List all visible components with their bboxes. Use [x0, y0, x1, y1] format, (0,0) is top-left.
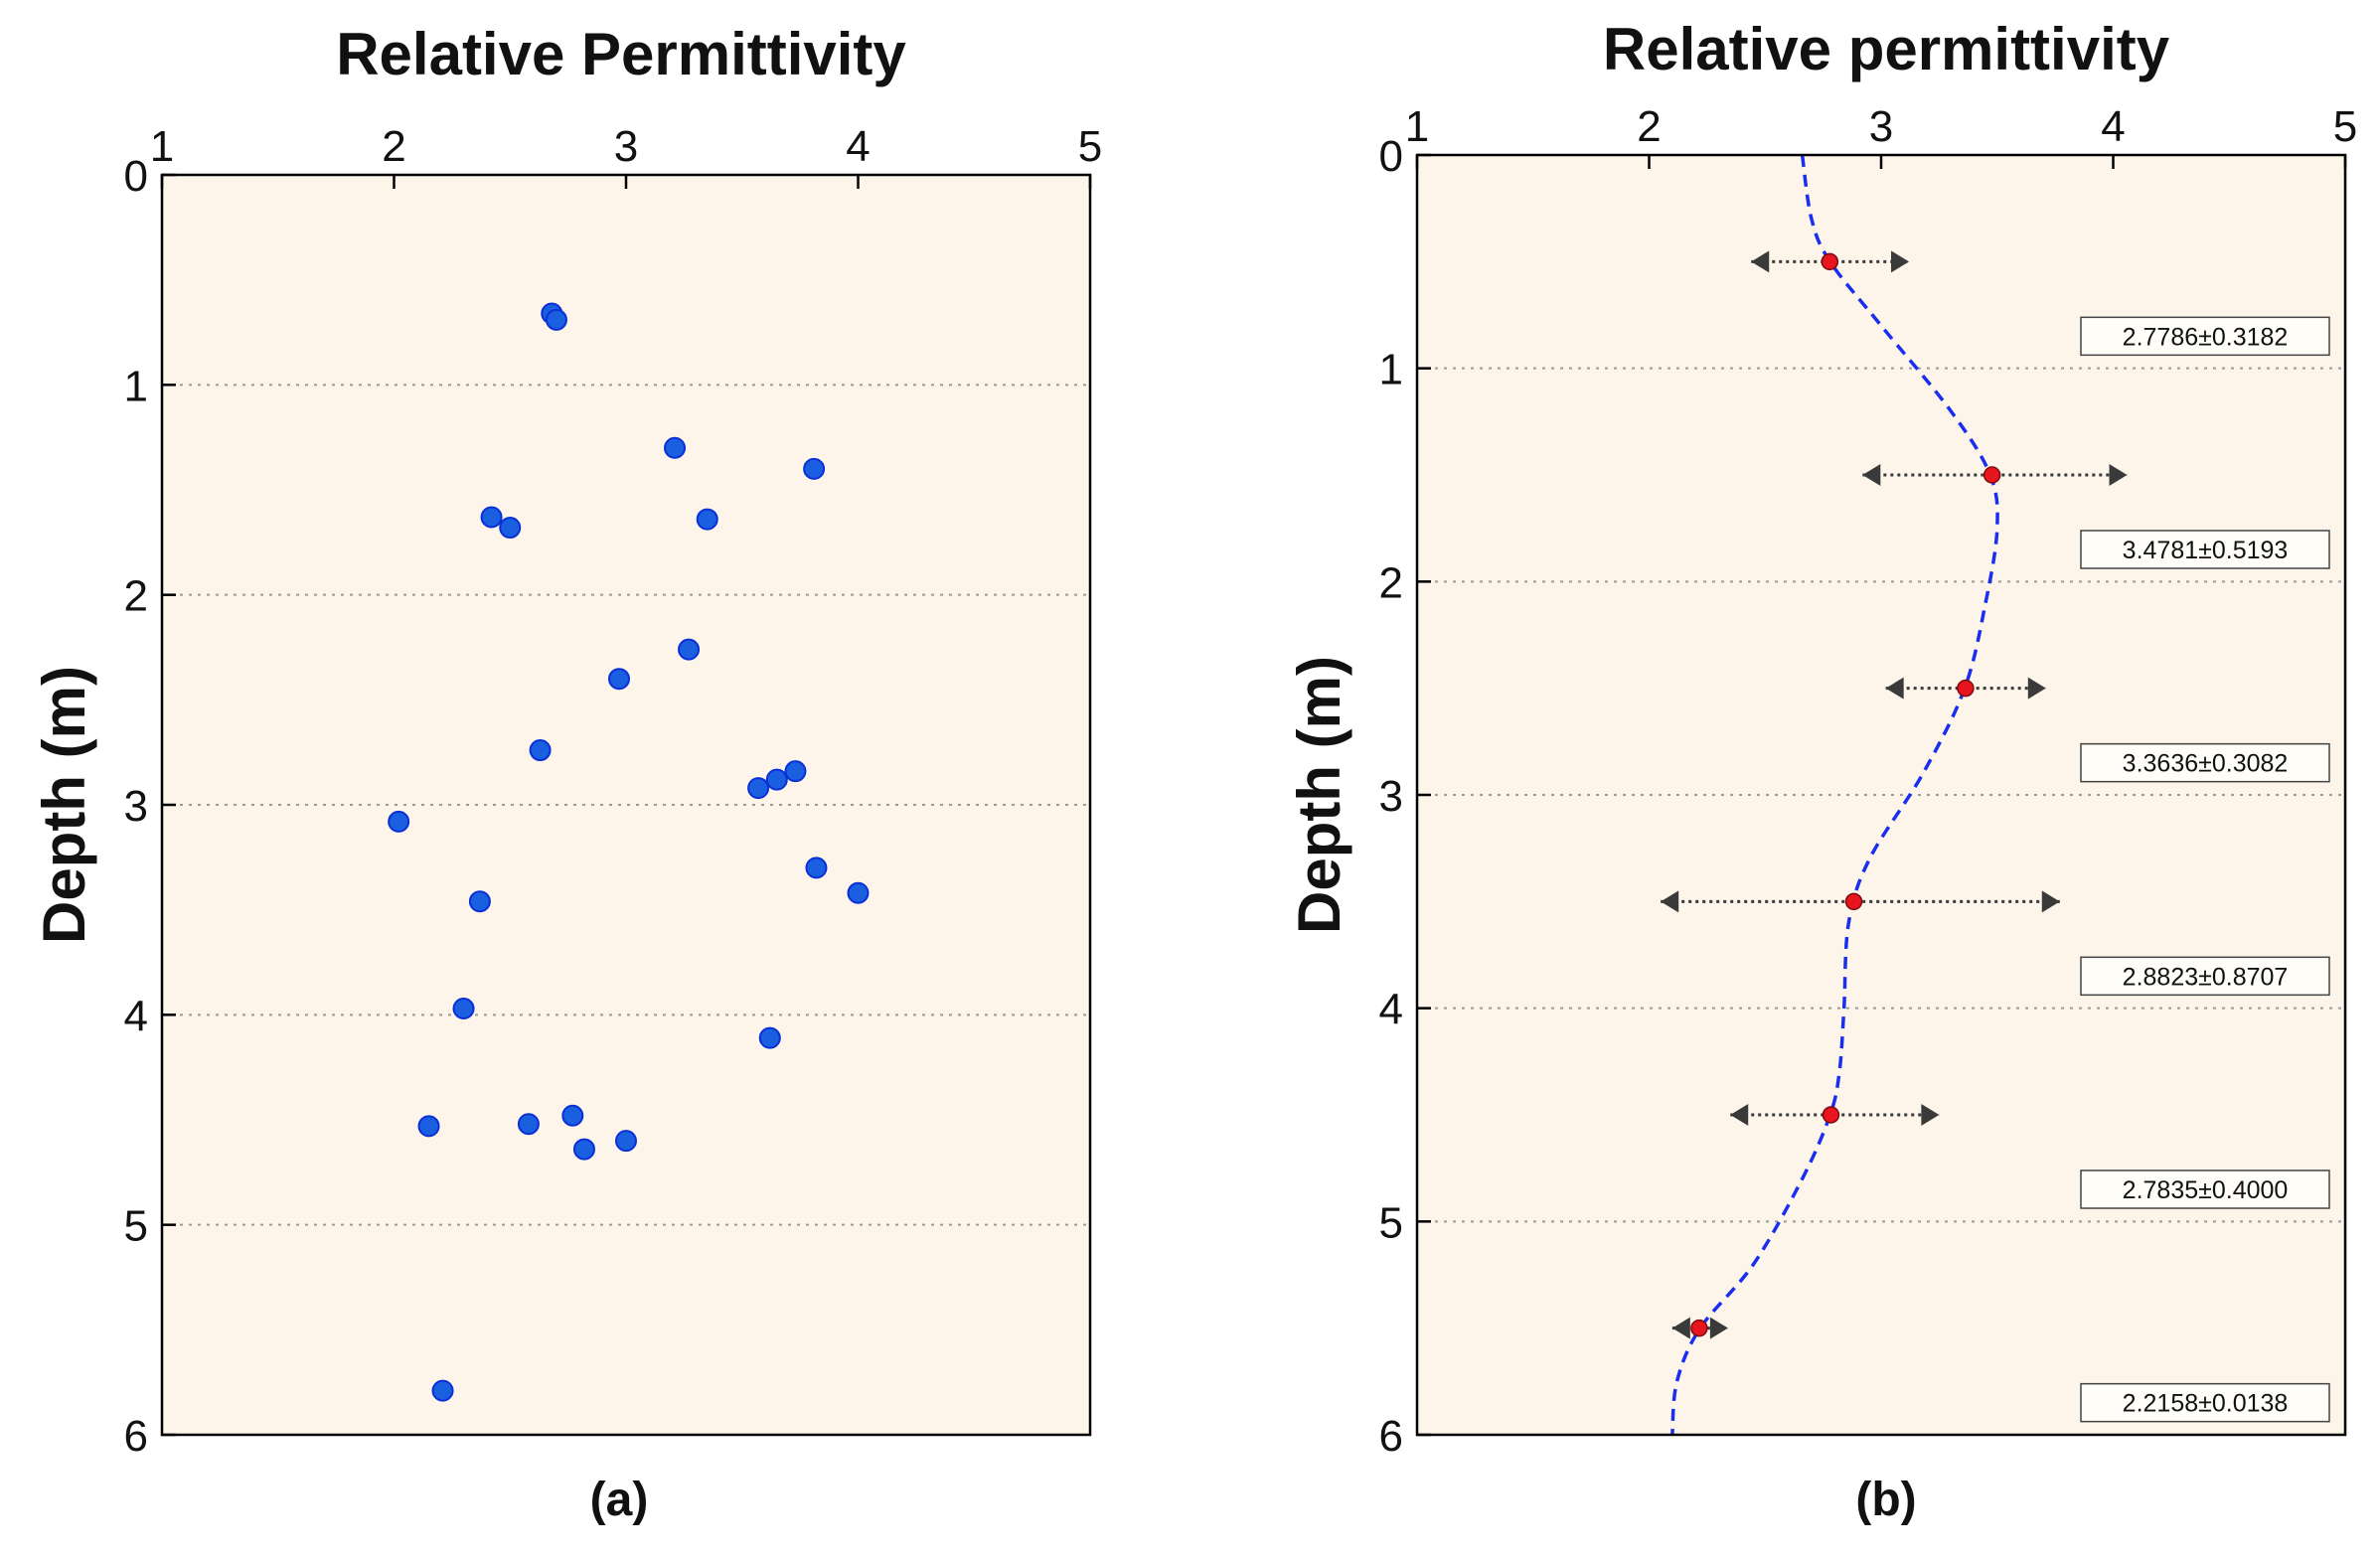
pa-xtick-label: 3 [614, 122, 638, 171]
panel-b: Relative permittivity 2.7786±0.3182 3.478… [1286, 16, 2357, 1526]
data-point [747, 777, 770, 800]
annotation-label: 2.2158±0.0138 [2123, 1390, 2289, 1418]
annotation-label: 2.7835±0.4000 [2123, 1176, 2289, 1204]
pb-xtick-label: 5 [2333, 102, 2357, 151]
panel-b-title: Relative permittivity [1603, 16, 2170, 82]
pa-ytick-label: 5 [124, 1202, 148, 1251]
mean-marker [1690, 1319, 1708, 1337]
pa-ytick-label: 3 [124, 782, 148, 831]
data-point [615, 1130, 637, 1153]
annotation-label: 3.4781±0.5193 [2123, 537, 2289, 564]
data-point [417, 1115, 440, 1138]
pb-ytick-label: 4 [1379, 986, 1403, 1034]
data-point [696, 508, 718, 531]
data-point [545, 308, 567, 331]
data-point [678, 638, 701, 661]
annotation-label: 3.3636±0.3082 [2123, 750, 2289, 778]
data-point [803, 457, 826, 480]
pb-xtick-label: 2 [1637, 102, 1661, 151]
data-point [561, 1104, 584, 1127]
mean-marker [1844, 892, 1863, 911]
data-point [499, 517, 522, 540]
annotation-label: 2.7786±0.3182 [2123, 323, 2289, 351]
error-bar-cap-right [2041, 890, 2060, 913]
pb-ytick-label: 2 [1379, 558, 1403, 607]
data-point [480, 506, 503, 529]
mean-marker [1821, 252, 1839, 271]
panel-a-gridlines [162, 384, 1090, 1226]
pa-ytick-label: 1 [124, 362, 148, 410]
panel-b-series: 2.7786±0.3182 3.4781±0.5193 3.3636±0.3082 2… [1661, 154, 2330, 1436]
data-point [758, 1026, 781, 1049]
error-bar-cap-left [1885, 677, 1904, 700]
annotation-label: 2.8823±0.8707 [2123, 963, 2289, 991]
mean-marker [1822, 1106, 1840, 1124]
pb-ytick-label: 1 [1379, 346, 1403, 394]
data-point [664, 436, 687, 459]
panel-b-label: (b) [1855, 1474, 1916, 1526]
panel-a-ylabel: Depth (m) [31, 666, 97, 944]
data-point [517, 1113, 540, 1136]
pb-ytick-label: 0 [1379, 132, 1403, 181]
data-point [805, 857, 828, 879]
pb-ytick-label: 3 [1379, 772, 1403, 821]
annotation-box [2080, 742, 2330, 783]
pa-ytick-label: 2 [124, 572, 148, 621]
annotation-box [2080, 1169, 2330, 1209]
error-bar-cap-left [1862, 464, 1881, 486]
data-point [468, 890, 491, 913]
panel-b-ylabel: Depth (m) [1286, 656, 1352, 934]
data-point [452, 997, 475, 1019]
error-bar-cap-left [1730, 1104, 1749, 1126]
error-bar-cap-right [2109, 464, 2128, 486]
pb-xtick-label: 3 [1869, 102, 1893, 151]
pa-ytick-label: 6 [124, 1412, 148, 1461]
pb-xtick-label: 4 [2101, 102, 2125, 151]
annotation-box [2080, 530, 2330, 569]
annotation-box [2080, 316, 2330, 357]
data-point [765, 768, 788, 791]
error-bar-cap-right [1921, 1104, 1940, 1126]
annotation-box [2080, 1382, 2330, 1423]
pa-ytick-label: 4 [124, 992, 148, 1040]
panel-b-gridlines [1417, 367, 2345, 1223]
data-point [847, 881, 870, 904]
panel-a-label: (a) [590, 1474, 649, 1526]
data-point [529, 739, 552, 762]
data-point [431, 1379, 454, 1402]
mean-marker [1983, 466, 2001, 484]
pa-xtick-label: 1 [150, 122, 174, 171]
pb-ytick-label: 5 [1379, 1198, 1403, 1247]
fit-curve [1670, 154, 1999, 1436]
pa-xtick-label: 2 [382, 122, 405, 171]
pb-ytick-label: 6 [1379, 1412, 1403, 1461]
pa-xtick-label: 5 [1078, 122, 1102, 171]
panel-a-points [388, 302, 870, 1402]
pb-xtick-label: 1 [1405, 102, 1429, 151]
error-bar-cap-left [1661, 890, 1679, 913]
pa-xtick-label: 4 [846, 122, 870, 171]
error-bar-cap-right [1709, 1317, 1728, 1339]
error-bar-cap-right [2027, 677, 2046, 700]
data-point [607, 668, 630, 691]
data-point [572, 1138, 595, 1161]
annotation-box [2080, 956, 2330, 997]
error-bar-cap-left [1671, 1317, 1690, 1339]
pa-ytick-label: 0 [124, 152, 148, 201]
panel-a-title: Relative Permittivity [336, 21, 906, 87]
data-point [784, 760, 807, 783]
data-point [388, 810, 410, 833]
mean-marker [1957, 679, 1975, 698]
error-bar-cap-right [1891, 250, 1910, 273]
error-bar-cap-left [1751, 250, 1770, 273]
